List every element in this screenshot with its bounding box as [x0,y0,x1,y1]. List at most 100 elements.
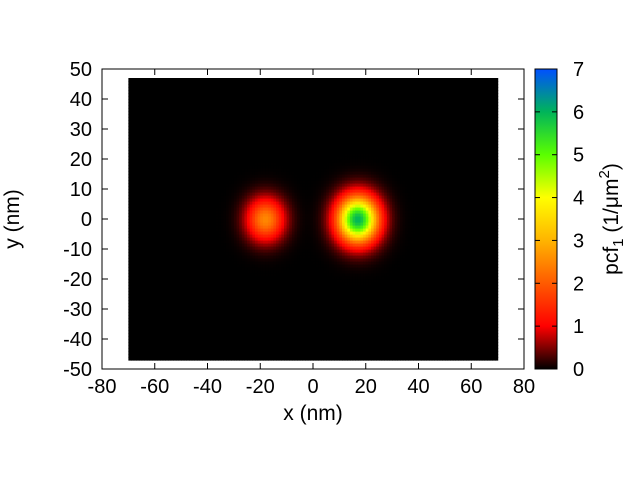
heatmap-cell [157,327,161,331]
heatmap-cell [196,216,201,220]
heatmap-cell [260,186,264,190]
heatmap-cell [202,105,206,109]
heatmap-cell [167,192,172,196]
heatmap-cell [170,174,174,178]
heatmap-cell [265,357,269,361]
heatmap-cell [160,195,164,199]
heatmap-cell [138,93,143,97]
heatmap-cell [244,87,248,91]
heatmap-cell [257,96,261,100]
heatmap-cell [160,282,164,286]
heatmap-cell [157,285,161,289]
heatmap-cell [183,201,187,205]
heatmap-cell [165,276,169,280]
heatmap-cell [141,234,145,238]
heatmap-cell [170,111,174,115]
heatmap-cell [133,240,137,244]
heatmap-cell [225,183,230,187]
heatmap-cell [241,96,246,100]
heatmap-cell [181,153,185,157]
heatmap-cell [133,93,137,97]
heatmap-cell [212,336,217,340]
heatmap-cell [149,312,153,316]
heatmap-cell [189,198,193,202]
heatmap-cell [260,240,264,244]
heatmap-cell [144,123,148,127]
heatmap-cell [146,141,151,145]
heatmap-cell [186,159,190,163]
heatmap-cell [157,129,161,133]
heatmap-cell [170,204,174,208]
heatmap-cell [218,318,222,322]
heatmap-cell [204,228,209,232]
heatmap-cell [257,312,261,316]
heatmap-cell [144,270,148,274]
heatmap-cell [131,159,135,163]
heatmap-cell [178,255,182,259]
heatmap-cell [247,252,251,256]
heatmap-cell [138,147,143,151]
heatmap-cell [265,138,269,142]
heatmap-cell [173,237,177,241]
heatmap-cell [165,318,169,322]
heatmap-cell [136,153,140,157]
heatmap-cell [239,216,243,220]
heatmap-cell [196,195,201,199]
heatmap-cell [233,153,238,157]
heatmap-cell [220,264,224,268]
heatmap-cell [225,213,230,217]
heatmap-cell [252,141,256,145]
heatmap-cell [173,249,177,253]
heatmap-cell [133,270,137,274]
heatmap-cell [141,261,145,265]
heatmap-cell [131,138,135,142]
heatmap-cell [133,255,137,259]
heatmap-cell [136,225,140,229]
heatmap-cell [233,90,238,94]
heatmap-cell [128,258,132,262]
heatmap-cell [228,111,232,115]
heatmap-cell [194,282,198,286]
heatmap-cell [260,297,264,301]
heatmap-cell [173,300,177,304]
heatmap-cell [173,192,177,196]
heatmap-cell [175,222,180,226]
heatmap-cell [194,210,198,214]
heatmap-cell [191,156,195,160]
heatmap-cell [215,351,219,355]
heatmap-cell [223,219,227,223]
heatmap-cell [225,237,230,241]
heatmap-cell [133,354,137,358]
heatmap-cell [178,189,182,193]
heatmap-cell [146,204,151,208]
heatmap-cell [162,150,166,154]
heatmap-cell [244,273,248,277]
heatmap-cell [136,171,140,175]
heatmap-cell [254,162,259,166]
heatmap-cell [162,141,166,145]
heatmap-cell [162,114,166,118]
heatmap-cell [178,288,182,292]
heatmap-cell [252,87,256,91]
heatmap-cell [265,81,269,85]
heatmap-cell [186,120,190,124]
heatmap-cell [233,336,238,340]
heatmap-cell [191,177,195,181]
heatmap-cell [212,213,217,217]
heatmap-cell [204,147,209,151]
heatmap-cell [165,282,169,286]
heatmap-cell [133,219,137,223]
heatmap-cell [220,153,224,157]
heatmap-cell [160,225,164,229]
heatmap-cell [131,306,135,310]
heatmap-cell [191,333,195,337]
heatmap-cell [233,273,238,277]
heatmap-cell [247,354,251,358]
heatmap-cell [215,330,219,334]
heatmap-cell [152,150,156,154]
heatmap-cell [239,90,243,94]
heatmap-cell [244,156,248,160]
heatmap-cell [178,210,182,214]
heatmap-cell [215,153,219,157]
heatmap-cell [160,354,164,358]
